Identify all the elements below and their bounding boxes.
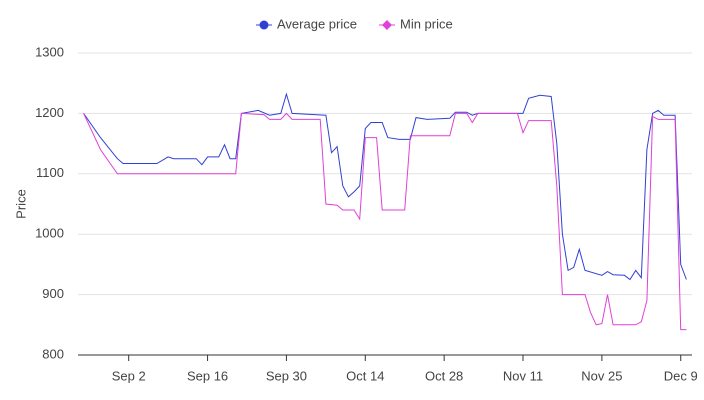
- y-tick-label: 800: [42, 346, 64, 361]
- line: [83, 92, 687, 281]
- y-tick-label: 1000: [35, 226, 64, 241]
- x-tick-label: Sep 30: [266, 368, 307, 383]
- x-tick-label: Dec 9: [664, 368, 698, 383]
- y-axis-label: Price: [13, 189, 28, 219]
- x-tick-label: Nov 11: [503, 368, 543, 383]
- y-tick-label: 1300: [35, 44, 64, 59]
- x-tick-label: Sep 2: [112, 368, 146, 383]
- legend-label: Min price: [400, 16, 453, 31]
- y-tick-label: 1200: [35, 105, 64, 120]
- x-tick-label: Oct 28: [425, 368, 463, 383]
- y-tick-label: 1100: [36, 165, 64, 180]
- legend-label: Average price: [277, 16, 357, 31]
- x-tick-label: Oct 14: [346, 368, 384, 383]
- legend-marker: [381, 20, 392, 30]
- line: [83, 112, 687, 331]
- y-tick-label: 900: [42, 286, 64, 301]
- legend-item: Average price: [256, 16, 357, 31]
- x-tick-label: Sep 16: [187, 368, 228, 383]
- legend-item: Min price: [378, 16, 453, 31]
- legend-marker: [259, 20, 269, 30]
- x-tick-label: Nov 25: [581, 368, 622, 383]
